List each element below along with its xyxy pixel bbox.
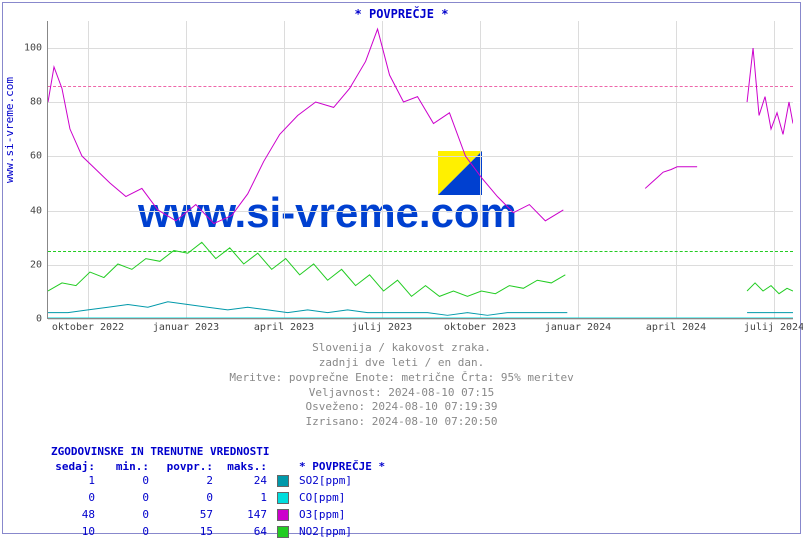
x-tick-label: oktober 2023 [444,322,516,333]
legend-swatch [277,475,289,487]
meta-line: Meritve: povprečne Enote: metrične Črta:… [3,371,800,386]
x-tick-label: julij 2024 [744,322,803,333]
plot-area: www.si-vreme.com 020406080100oktober 202… [47,21,793,319]
legend-series-name: O3[ppm] [295,508,385,524]
y-tick-label: 100 [12,43,42,54]
legend-val-max: 24 [223,474,277,490]
x-tick-label: julij 2023 [352,322,412,333]
legend-swatch [277,526,289,538]
x-tick-label: januar 2023 [153,322,219,333]
legend-val-avg: 57 [159,508,223,524]
legend-val-max: 64 [223,525,277,541]
legend-hd-avg: povpr.: [159,460,223,473]
legend-val-avg: 0 [159,491,223,507]
x-tick-label: oktober 2022 [52,322,124,333]
legend-val-now: 48 [51,508,105,524]
legend-hd-min: min.: [105,460,159,473]
metadata-block: Slovenija / kakovost zraka. zadnji dve l… [3,341,800,430]
legend-val-max: 1 [223,491,277,507]
legend-hd-now: sedaj: [51,460,105,473]
legend-series-name: NO2[ppm] [295,525,385,541]
meta-line: Veljavnost: 2024-08-10 07:15 [3,386,800,401]
legend-val-min: 0 [105,474,159,490]
meta-line: Izrisano: 2024-08-10 07:20:50 [3,415,800,430]
gridline-h [48,319,793,320]
y-axis-label: www.si-vreme.com [3,77,16,183]
legend-hd-series: * POVPREČJE * [295,460,385,473]
legend-block: ZGODOVINSKE IN TRENUTNE VREDNOSTI sedaj:… [51,445,385,541]
legend-val-avg: 15 [159,525,223,541]
meta-line: zadnji dve leti / en dan. [3,356,800,371]
meta-line: Slovenija / kakovost zraka. [3,341,800,356]
legend-val-avg: 2 [159,474,223,490]
legend-val-min: 0 [105,525,159,541]
y-tick-label: 20 [12,259,42,270]
meta-line: Osveženo: 2024-08-10 07:19:39 [3,400,800,415]
y-tick-label: 0 [12,314,42,325]
legend-title: ZGODOVINSKE IN TRENUTNE VREDNOSTI [51,445,385,458]
legend-table: sedaj:min.:povpr.:maks.:* POVPREČJE *102… [51,460,385,541]
legend-swatch [277,509,289,521]
legend-swatch [277,492,289,504]
y-tick-label: 60 [12,151,42,162]
legend-series-name: CO[ppm] [295,491,385,507]
chart-title: * POVPREČJE * [3,7,800,21]
legend-val-now: 0 [51,491,105,507]
legend-val-min: 0 [105,508,159,524]
x-tick-label: april 2023 [254,322,314,333]
legend-swatch-cell [277,474,295,490]
x-tick-label: april 2024 [646,322,706,333]
legend-val-now: 1 [51,474,105,490]
y-tick-label: 40 [12,205,42,216]
y-tick-label: 80 [12,97,42,108]
legend-swatch-cell [277,508,295,524]
series-o3c [48,21,793,318]
legend-series-name: SO2[ppm] [295,474,385,490]
legend-swatch-cell [277,491,295,507]
legend-val-now: 10 [51,525,105,541]
legend-val-min: 0 [105,491,159,507]
legend-hd-sw [277,460,295,473]
legend-hd-max: maks.: [223,460,277,473]
legend-swatch-cell [277,525,295,541]
x-tick-label: januar 2024 [545,322,611,333]
legend-val-max: 147 [223,508,277,524]
